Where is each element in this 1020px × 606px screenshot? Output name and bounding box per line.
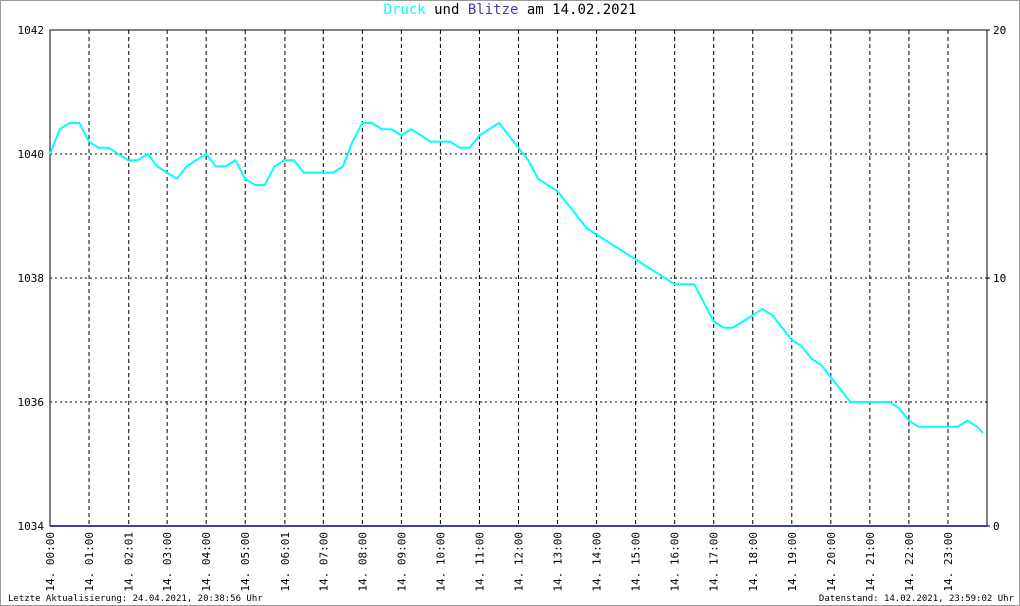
y2-tick-label: 10 [993,272,1006,285]
x-tick-label: 14. 02:01 [123,532,136,592]
y-tick-label: 1034 [18,520,45,533]
x-tick-label: 14. 19:00 [786,532,799,592]
series-line [49,121,984,434]
y2-tick-label: 0 [993,520,1000,533]
y-tick-label: 1038 [18,272,45,285]
x-tick-label: 14. 17:00 [708,532,721,592]
x-tick-label: 14. 11:00 [473,532,486,592]
x-tick-label: 14. 04:00 [200,532,213,592]
x-tick-label: 14. 07:00 [317,532,330,592]
y-tick-label: 1036 [18,396,45,409]
x-tick-label: 14. 10:00 [434,532,447,592]
title-date: am 14.02.2021 [527,2,637,18]
x-tick-label: 14. 21:00 [864,532,877,592]
title-series-2: Blitze [468,2,519,18]
x-tick-label: 14. 14:00 [591,532,604,592]
footer-right: Datenstand: 14.02.2021, 23:59:02 Uhr [819,594,1015,604]
x-tick-label: 14. 05:00 [239,532,252,592]
x-tick-label: 14. 23:00 [942,532,955,592]
chart-title: Druck und Blitze am 14.02.2021 [384,2,637,18]
x-tick-label: 14. 09:00 [395,532,408,592]
x-tick-label: 14. 03:00 [161,532,174,592]
y2-tick-label: 20 [993,24,1006,37]
x-tick-label: 14. 08:00 [356,532,369,592]
x-tick-label: 14. 01:00 [83,532,96,592]
x-tick-label: 14. 18:00 [747,532,760,592]
title-series-1: Druck [384,2,427,18]
title-connector: und [434,2,459,18]
x-tick-label: 14. 22:00 [903,532,916,592]
y-tick-label: 1040 [18,148,45,161]
y-tick-label: 1042 [18,24,45,37]
x-tick-label: 14. 16:00 [669,532,682,592]
x-tick-label: 14. 20:00 [825,532,838,592]
x-tick-label: 14. 00:00 [44,532,57,592]
x-tick-label: 14. 15:00 [630,532,643,592]
footer-left: Letzte Aktualisierung: 24.04.2021, 20:38… [8,594,263,604]
x-tick-label: 14. 13:00 [552,532,565,592]
x-tick-label: 14. 12:00 [513,532,526,592]
x-tick-label: 14. 06:01 [279,532,292,592]
